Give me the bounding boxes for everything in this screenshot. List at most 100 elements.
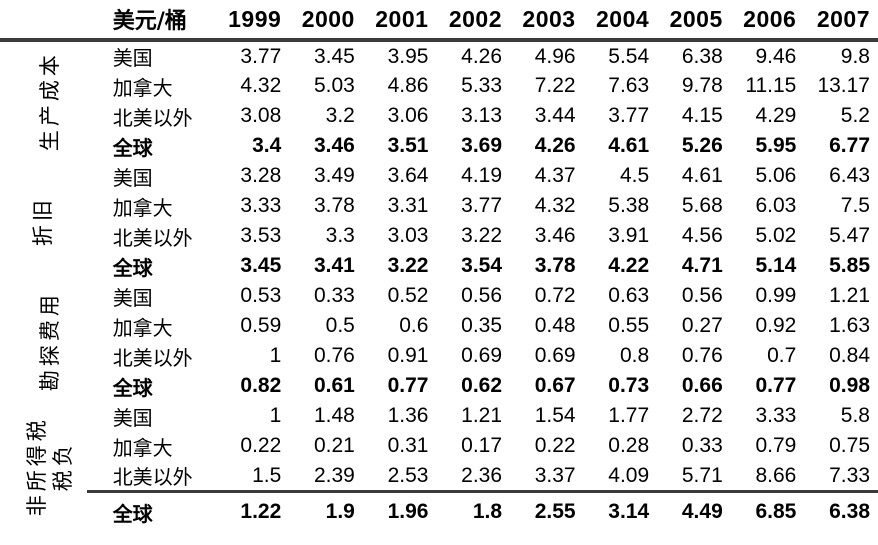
value-cell: 3.64 [387, 164, 429, 187]
value-cell: 1 [269, 344, 282, 367]
value-cell: 3.44 [534, 104, 576, 127]
value-cell: 1.21 [461, 404, 503, 427]
corner-cell [0, 0, 87, 42]
value-cell: 0.35 [461, 314, 503, 337]
value-cell: 2.53 [387, 463, 429, 487]
value-cell: 3.69 [461, 134, 503, 157]
value-cell: 5.85 [829, 254, 870, 277]
value-cell: 0.22 [240, 434, 282, 457]
value-cell: 4.96 [534, 44, 576, 68]
value-cell: 3.22 [461, 224, 503, 247]
value-cell: 3.77 [461, 194, 503, 217]
value-cell: 3.22 [387, 254, 429, 277]
table-row: 加拿大 0.22 0.21 0.31 0.17 0.22 0.28 0.33 0.79 0.75 [0, 431, 878, 461]
value-cell: 1.8 [436, 490, 511, 532]
value-cell: 1.21 [829, 284, 870, 307]
value-cell: 6.03 [755, 194, 797, 217]
value-cell: 3.45 [240, 254, 282, 277]
value-cell: 3.31 [387, 194, 429, 217]
value-cell: 2.39 [313, 463, 355, 487]
value-cell: 5.02 [755, 224, 797, 247]
table-row: 全球 1.22 1.9 1.96 1.8 2.55 3.14 4.49 6.85 6.38 [0, 490, 878, 532]
value-cell: 1.48 [313, 404, 355, 427]
table-row: 北美以外 1.5 2.39 2.53 2.36 3.37 4.09 5.71 8.66 7.33 [0, 461, 878, 492]
table-row: 加拿大 0.59 0.5 0.6 0.35 0.48 0.55 0.27 0.92 1.63 [0, 311, 878, 341]
value-cell: 3.77 [240, 44, 282, 68]
value-cell: 4.32 [534, 194, 576, 217]
value-cell: 7.22 [534, 74, 576, 97]
value-cell: 0.63 [608, 284, 650, 307]
value-cell: 3.46 [313, 134, 355, 157]
value-cell: 5.26 [681, 134, 723, 157]
value-cell: 1 [269, 404, 282, 427]
value-cell: 0.56 [461, 284, 503, 307]
group-cell: 生产成本 [0, 40, 87, 161]
value-cell: 3.33 [755, 404, 797, 427]
table-row: 折旧 美国 3.28 3.49 3.64 4.19 4.37 4.5 4.61 5.06 6.43 [0, 161, 878, 246]
table-row: 北美以外 3.08 3.2 3.06 3.13 3.44 3.77 4.15 4.29 5.2 [0, 101, 878, 131]
row-label: 美国 [112, 405, 153, 430]
row-label: 加拿大 [112, 75, 173, 100]
value-cell: 1.36 [387, 404, 429, 427]
value-cell: 3.37 [534, 463, 576, 487]
value-cell: 5.8 [840, 404, 870, 427]
value-cell: 5.03 [313, 74, 355, 97]
table-row: 北美以外 1 0.76 0.91 0.69 0.69 0.8 0.76 0.7 0.84 [0, 341, 878, 371]
value-cell: 3.2 [325, 104, 355, 127]
value-cell: 6.77 [829, 134, 870, 157]
value-cell: 9.78 [681, 74, 723, 97]
value-cell: 3.54 [461, 254, 503, 277]
value-cell: 3.53 [240, 224, 282, 247]
value-cell: 1.54 [534, 404, 576, 427]
value-cell: 0.92 [755, 314, 797, 337]
value-cell: 6.38 [804, 490, 878, 532]
value-cell: 0.27 [681, 314, 723, 337]
value-cell: 0.59 [240, 314, 282, 337]
value-cell: 7.5 [840, 194, 870, 217]
table-row: 全球 0.82 0.61 0.77 0.62 0.67 0.73 0.66 0.77 0.98 [0, 371, 878, 401]
row-label: 北美以外 [112, 345, 193, 370]
row-label: 全球 [112, 135, 153, 160]
value-cell: 4.71 [681, 254, 723, 277]
year-header-2000: 2000 [289, 0, 363, 42]
group-cell: 勘探费用 [0, 281, 87, 401]
value-cell: 6.38 [681, 44, 723, 68]
value-cell: 4.26 [461, 44, 503, 68]
table-row: 生产成本 美国 3.77 3.45 3.95 4.26 4.96 5.54 6.38 9.46 9.… [0, 40, 878, 152]
value-cell: 0.62 [461, 374, 503, 397]
table-row: 全球 3.45 3.41 3.22 3.54 3.78 4.22 4.71 5.14 5.85 [0, 251, 878, 281]
value-cell: 4.15 [681, 104, 723, 127]
value-cell: 3.03 [387, 224, 429, 247]
value-cell: 0.73 [608, 374, 650, 397]
year-header-2007: 2007 [804, 0, 878, 42]
value-cell: 0.56 [681, 284, 723, 307]
value-cell: 0.22 [534, 434, 576, 457]
value-cell: 0.76 [681, 344, 723, 367]
row-label: 全球 [112, 375, 153, 400]
value-cell: 0.98 [829, 374, 870, 397]
value-cell: 5.38 [608, 194, 650, 217]
table-row: 全球 3.4 3.46 3.51 3.69 4.26 4.61 5.26 5.95 6.77 [0, 131, 878, 161]
value-cell: 4.5 [619, 164, 650, 187]
table-row: 加拿大 4.32 5.03 4.86 5.33 7.22 7.63 9.78 11.15 13.1… [0, 71, 878, 101]
value-cell: 5.2 [840, 104, 870, 127]
value-cell: 0.5 [325, 314, 355, 337]
row-label: 北美以外 [112, 465, 193, 489]
year-header-2001: 2001 [362, 0, 437, 42]
value-cell: 0.53 [240, 284, 282, 307]
value-cell: 1.9 [289, 490, 363, 532]
value-cell: 3.06 [387, 104, 429, 127]
value-cell: 4.56 [681, 224, 723, 247]
value-cell: 13.17 [817, 74, 870, 97]
value-cell: 0.77 [387, 374, 429, 397]
year-header-2002: 2002 [436, 0, 511, 42]
value-cell: 4.61 [608, 134, 650, 157]
row-label: 加拿大 [112, 315, 173, 340]
value-cell: 5.71 [681, 463, 723, 487]
value-cell: 0.7 [767, 344, 797, 367]
value-cell: 3.78 [313, 194, 355, 217]
value-cell: 4.19 [461, 164, 503, 187]
table-row: 加拿大 3.33 3.78 3.31 3.77 4.32 5.38 5.68 6.03 7.5 [0, 191, 878, 221]
value-cell: 11.15 [745, 74, 797, 97]
group-label: 折旧 [31, 196, 56, 246]
